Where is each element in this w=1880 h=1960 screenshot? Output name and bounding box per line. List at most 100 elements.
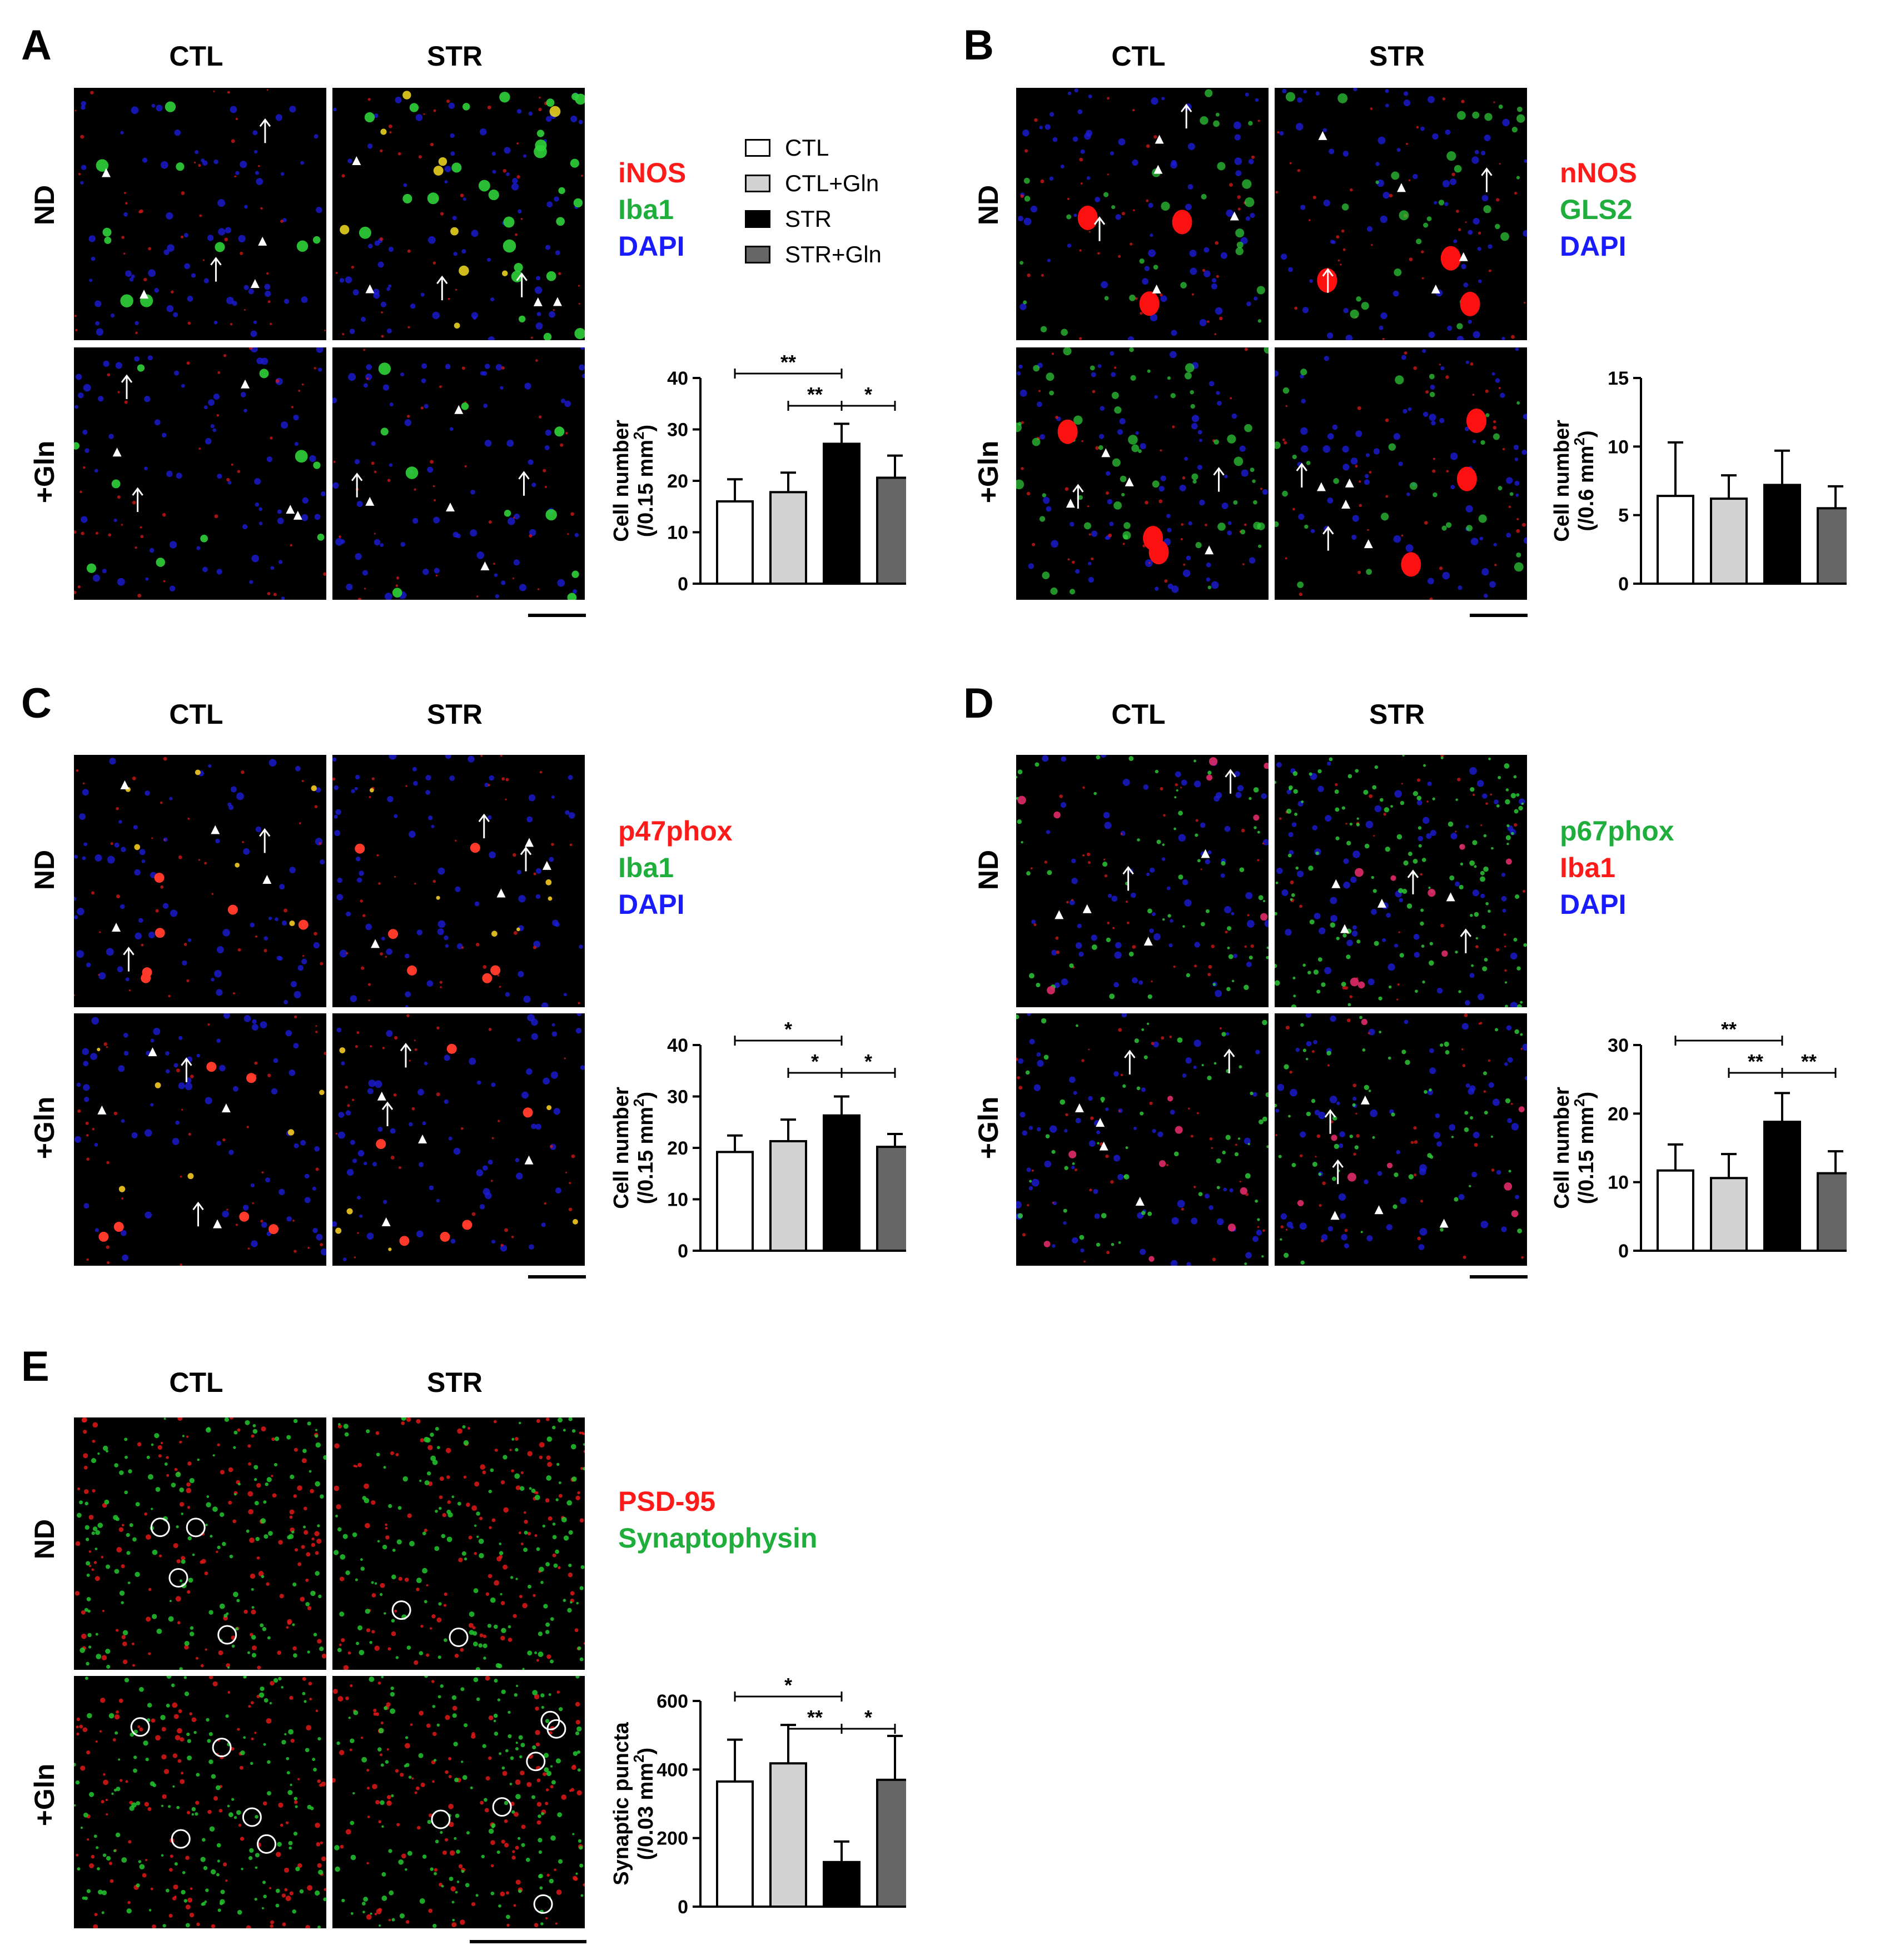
stain-spot: [1330, 240, 1335, 244]
stain-spot: [500, 1243, 504, 1247]
stain-spot: [1451, 1136, 1454, 1138]
stain-spot: [1031, 919, 1036, 924]
stain-spot: [173, 1063, 178, 1068]
stain-spot: [163, 1417, 166, 1420]
stain-spot: [269, 322, 272, 325]
stain-spot: [233, 1493, 237, 1496]
stain-spot: [1352, 1096, 1357, 1101]
significance-label: **: [1748, 1050, 1763, 1073]
stain-spot: [219, 1512, 225, 1518]
stain-spot: [432, 1732, 437, 1737]
stain-spot: [76, 374, 82, 380]
stain-spot: [1191, 1217, 1198, 1225]
stain-spot: [1167, 914, 1171, 918]
stain-spot: [366, 1232, 374, 1240]
stain-spot: [1302, 307, 1309, 314]
stain-spot: [1065, 487, 1069, 491]
stain-spot: [1420, 1200, 1423, 1203]
stain-spot: [575, 1872, 578, 1875]
stain-spot: [1153, 265, 1158, 270]
stain-spot: [498, 1904, 501, 1908]
stain-spot: [1071, 899, 1073, 902]
stain-spot: [303, 1506, 307, 1511]
stain-spot: [1405, 1059, 1410, 1065]
stain-spot: [1445, 1050, 1450, 1054]
stain-spot: [563, 1429, 566, 1432]
stain-spot: [557, 579, 565, 587]
stain-spot: [1063, 347, 1072, 356]
scale-bar: [1470, 1275, 1528, 1279]
stain-spot: [1341, 229, 1345, 233]
stain-spot: [378, 1820, 382, 1824]
stain-spot: [1368, 1090, 1371, 1092]
stain-spot: [354, 459, 360, 465]
stain-spot: [231, 139, 235, 143]
stain-spot: [1505, 835, 1511, 840]
stain-spot: [1213, 795, 1220, 802]
stain-spot: [578, 120, 583, 125]
legend-label: CTL: [785, 135, 829, 161]
stain-spot: [427, 192, 439, 205]
stain-spot: [273, 1462, 278, 1466]
stain-spot: [1524, 159, 1527, 163]
stain-spot: [1051, 352, 1055, 355]
stain-spot: [567, 1608, 572, 1613]
y-tick-label: 0: [678, 1897, 688, 1918]
stain-spot: [82, 466, 86, 469]
stain-spot: [1262, 1229, 1265, 1232]
stain-spot: [1069, 589, 1076, 595]
stain-spot: [1415, 989, 1418, 993]
stain-spot: [170, 1854, 173, 1858]
stain-spot: [277, 518, 284, 525]
stain-spot: [219, 1064, 226, 1072]
stain-spot: [405, 1736, 409, 1739]
stain-spot: [1416, 778, 1421, 782]
stain-spot: [315, 1571, 320, 1576]
stain-spot: [163, 249, 170, 255]
stain-spot: [1235, 1143, 1237, 1146]
stain-spot: [546, 1436, 553, 1442]
stain-spot: [195, 1812, 198, 1816]
synapse-marker: [171, 1829, 191, 1849]
stain-spot: [1402, 409, 1407, 414]
stain-spot: [1091, 372, 1096, 377]
significance-label: *: [864, 1706, 872, 1729]
stain-spot: [420, 406, 424, 410]
stain-spot: [305, 1601, 310, 1606]
stain-spot: [1524, 301, 1526, 304]
stain-spot: [454, 322, 460, 329]
stain-spot: [499, 1551, 504, 1555]
stain-spot: [513, 1904, 516, 1907]
stain-spot: [254, 1898, 257, 1901]
y-tick-label: 20: [667, 471, 688, 492]
stain-spot: [1355, 1112, 1357, 1115]
stain-spot: [278, 1188, 285, 1196]
stain-spot: [215, 838, 220, 844]
stain-spot: [412, 518, 419, 524]
stain-spot: [1394, 790, 1402, 798]
stain-spot: [530, 336, 533, 339]
stain-spot: [196, 1922, 200, 1927]
stain-spot: [1122, 1084, 1126, 1088]
stain-spot: [191, 273, 196, 278]
stain-spot: [1409, 257, 1413, 261]
stain-spot: [513, 516, 515, 519]
stain-spot: [251, 1024, 258, 1031]
stain-spot: [124, 1437, 128, 1441]
stain-spot: [120, 294, 133, 308]
stain-spot: [1356, 939, 1361, 944]
stain-spot: [456, 533, 461, 539]
stain-spot: [97, 1889, 103, 1895]
stain-spot: [237, 1909, 242, 1915]
stain-spot: [1257, 830, 1260, 834]
stain-spot: [286, 1757, 290, 1760]
stain-spot: [285, 1029, 292, 1037]
stain-spot: [1203, 270, 1211, 277]
stain-spot: [83, 1465, 88, 1470]
stain-spot: [1369, 794, 1373, 798]
arrowhead-marker: [1364, 539, 1373, 549]
stain-spot: [1379, 325, 1384, 330]
stain-spot: [1200, 116, 1208, 125]
stain-spot: [381, 1896, 387, 1901]
stain-spot: [1213, 120, 1220, 127]
